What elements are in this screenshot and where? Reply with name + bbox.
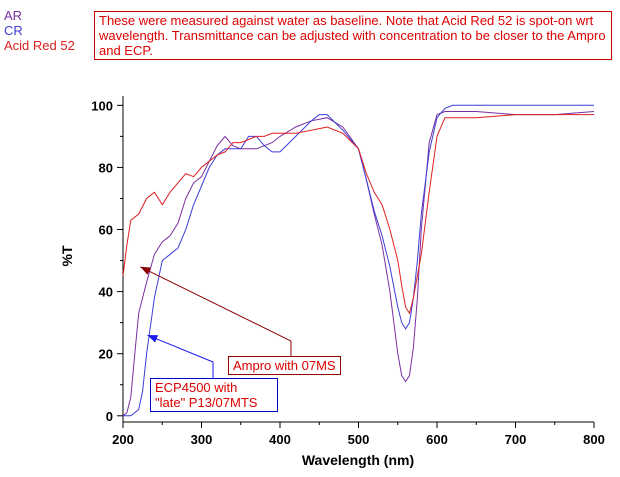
annotation-ecp-line1: ECP4500 with bbox=[155, 380, 238, 395]
x-tick-label: 400 bbox=[269, 432, 291, 447]
ampro-arrow-line bbox=[140, 266, 292, 357]
y-tick-label: 60 bbox=[99, 223, 113, 238]
legend: AR CR Acid Red 52 bbox=[4, 8, 75, 53]
x-tick-label: 800 bbox=[583, 432, 605, 447]
annotation-ecp-line2: "late" P13/07MTS bbox=[155, 395, 258, 410]
series-line-acid-red-52 bbox=[122, 114, 594, 315]
chart-axes: 200 300 400 500 600 700 800 0 20 40 60 80 100 bbox=[91, 96, 605, 447]
y-axis-label: %T bbox=[59, 245, 75, 266]
ecp-arrow-head bbox=[147, 335, 159, 343]
y-tick-label: 20 bbox=[99, 347, 113, 362]
series-line-ar bbox=[122, 111, 595, 417]
legend-item-cr: CR bbox=[4, 23, 23, 38]
x-tick-label: 600 bbox=[426, 432, 448, 447]
note-box: These were measured against water as bas… bbox=[94, 11, 612, 60]
ampro-arrow-head bbox=[140, 266, 152, 275]
annotation-ecp: ECP4500 with "late" P13/07MTS bbox=[150, 378, 278, 412]
x-tick-label: 200 bbox=[112, 432, 134, 447]
y-tick-label: 0 bbox=[106, 409, 113, 424]
ecp-arrow-line bbox=[147, 334, 214, 379]
y-tick-label: 40 bbox=[99, 285, 113, 300]
y-tick-label: 100 bbox=[91, 98, 113, 113]
legend-item-ar: AR bbox=[4, 8, 23, 23]
x-tick-label: 300 bbox=[191, 432, 213, 447]
annotation-ampro: Ampro with 07MS bbox=[228, 356, 341, 375]
y-tick-label: 80 bbox=[99, 160, 113, 175]
x-tick-label: 500 bbox=[348, 432, 370, 447]
series-line-cr bbox=[123, 104, 594, 417]
x-axis-label: Wavelength (nm) bbox=[302, 452, 414, 468]
chart-series bbox=[122, 104, 595, 417]
legend-item-acid-red-52: Acid Red 52 bbox=[4, 38, 75, 53]
annotation-arrows bbox=[140, 266, 292, 379]
x-tick-label: 700 bbox=[505, 432, 527, 447]
